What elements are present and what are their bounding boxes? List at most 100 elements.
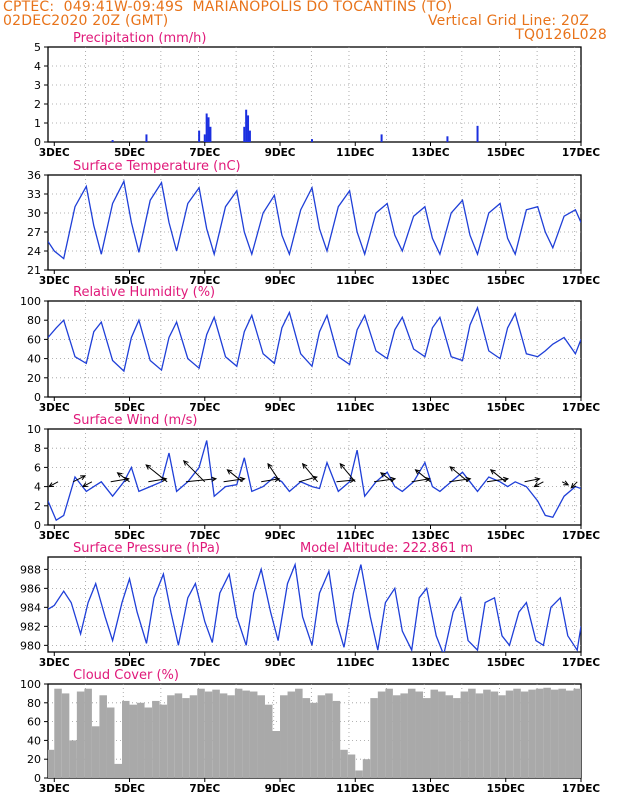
cloud-bar bbox=[106, 707, 115, 778]
series-line bbox=[48, 440, 581, 522]
x-tick-label: 17DEC bbox=[562, 147, 601, 159]
cloud-bar bbox=[197, 688, 205, 778]
cloud-bar bbox=[264, 704, 273, 778]
cloud-bar bbox=[310, 702, 318, 778]
x-tick-label: 15DEC bbox=[487, 530, 526, 542]
cloud-bar bbox=[370, 698, 378, 778]
panel-frame bbox=[47, 174, 582, 271]
wind-arrow-head bbox=[534, 477, 541, 483]
cloud-bar bbox=[468, 688, 476, 778]
cloud-bar bbox=[61, 693, 70, 778]
x-tick-label: 5DEC bbox=[114, 275, 145, 287]
cloud-bar bbox=[332, 700, 341, 778]
x-tick-label: 5DEC bbox=[114, 402, 145, 414]
cloud-bar bbox=[325, 693, 333, 778]
x-tick-label: 15DEC bbox=[487, 402, 526, 414]
cloud-bar bbox=[438, 691, 446, 778]
x-tick-label: 17DEC bbox=[562, 657, 601, 669]
panel-2 bbox=[44, 300, 582, 401]
cloud-bar bbox=[415, 691, 423, 778]
precip-bar bbox=[248, 130, 251, 142]
series-line bbox=[48, 305, 581, 373]
wind-arrow bbox=[449, 466, 469, 483]
y-tick-label: 0 bbox=[34, 519, 41, 532]
panel-frame bbox=[47, 46, 582, 143]
precip-bar bbox=[111, 140, 114, 142]
cloud-bar bbox=[347, 754, 356, 778]
x-tick-label: 7DEC bbox=[189, 147, 220, 159]
y-tick-label: 20 bbox=[27, 372, 41, 385]
y-tick-label: 36 bbox=[27, 169, 41, 182]
cloud-bar bbox=[392, 695, 401, 778]
panel-title: Surface Temperature (nC) bbox=[73, 159, 241, 174]
x-tick-label: 17DEC bbox=[562, 402, 601, 414]
x-tick-label: 3DEC bbox=[39, 147, 70, 159]
x-tick-label: 9DEC bbox=[265, 275, 296, 287]
wind-arrow bbox=[486, 478, 509, 483]
wind-arrow-head bbox=[145, 464, 152, 470]
cloud-bar bbox=[535, 688, 544, 778]
y-tick-label: 986 bbox=[20, 582, 41, 595]
cloud-bar bbox=[272, 731, 281, 778]
cloud-bar bbox=[159, 704, 168, 778]
wind-arrow bbox=[380, 472, 394, 483]
x-tick-label: 13DEC bbox=[411, 657, 450, 669]
panel-5 bbox=[44, 683, 582, 782]
x-tick-label: 15DEC bbox=[487, 147, 526, 159]
y-tick-label: 80 bbox=[27, 697, 41, 710]
precip-bar bbox=[207, 117, 210, 142]
cloud-bar bbox=[430, 689, 439, 778]
x-tick-label: 15DEC bbox=[487, 275, 526, 287]
wind-arrow bbox=[302, 463, 319, 483]
precip-bar bbox=[245, 109, 248, 142]
precip-bar bbox=[198, 130, 201, 142]
cloud-bar bbox=[280, 695, 288, 778]
x-tick-label: 17DEC bbox=[562, 275, 601, 287]
y-tick-label: 60 bbox=[27, 333, 41, 346]
x-tick-label: 11DEC bbox=[336, 530, 375, 542]
panel-1 bbox=[44, 174, 582, 274]
y-tick-label: 8 bbox=[34, 442, 41, 455]
precip-bar bbox=[145, 134, 148, 142]
wind-arrow-head bbox=[414, 469, 421, 475]
y-tick-label: 80 bbox=[27, 314, 41, 327]
cloud-bar bbox=[114, 763, 123, 778]
y-tick-label: 33 bbox=[27, 188, 41, 201]
x-tick-label: 7DEC bbox=[189, 657, 220, 669]
wind-arrow-head bbox=[211, 476, 218, 482]
wind-arrow-head bbox=[533, 482, 540, 488]
cloud-bar bbox=[69, 740, 77, 778]
cloud-bar bbox=[234, 688, 243, 778]
x-tick-label: 3DEC bbox=[39, 275, 70, 287]
y-tick-label: 30 bbox=[27, 207, 41, 220]
cloud-bar bbox=[257, 695, 265, 778]
cloud-bar bbox=[505, 690, 514, 778]
wind-arrow bbox=[72, 475, 86, 483]
x-tick-label: 13DEC bbox=[411, 275, 450, 287]
x-tick-label: 15DEC bbox=[487, 657, 526, 669]
y-tick-label: 40 bbox=[27, 734, 41, 747]
panel-frame bbox=[47, 428, 582, 526]
x-tick-label: 9DEC bbox=[265, 147, 296, 159]
y-tick-label: 0 bbox=[34, 136, 41, 149]
y-tick-label: 2 bbox=[34, 98, 41, 111]
y-tick-label: 100 bbox=[20, 678, 41, 691]
cloud-bar bbox=[182, 698, 190, 778]
wind-arrow-head bbox=[81, 482, 88, 488]
wind-arrow-head bbox=[267, 462, 273, 469]
wind-arrow-head bbox=[301, 462, 308, 469]
wind-arrow-head bbox=[161, 476, 168, 483]
precip-bar bbox=[446, 136, 449, 142]
wind-arrow-head bbox=[570, 482, 577, 489]
x-tick-label: 3DEC bbox=[39, 402, 70, 414]
wind-arrow bbox=[227, 469, 243, 483]
panel-title: Surface Wind (m/s) bbox=[73, 413, 197, 428]
wind-arrow bbox=[490, 469, 507, 483]
y-tick-label: 982 bbox=[20, 620, 41, 633]
cloud-bar bbox=[122, 700, 130, 778]
x-tick-label: 11DEC bbox=[336, 275, 375, 287]
wind-arrow bbox=[339, 463, 356, 483]
series-line bbox=[48, 562, 581, 652]
x-tick-label: 5DEC bbox=[114, 783, 145, 795]
cloud-bar bbox=[407, 688, 416, 778]
